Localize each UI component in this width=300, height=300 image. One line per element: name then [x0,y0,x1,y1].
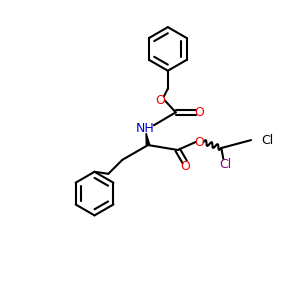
Polygon shape [146,133,150,145]
Text: Cl: Cl [261,134,273,147]
Text: O: O [195,136,205,148]
Text: O: O [181,160,190,173]
Text: NH: NH [136,122,154,135]
Text: O: O [195,106,205,119]
Text: Cl: Cl [219,158,231,171]
Text: O: O [155,94,165,107]
